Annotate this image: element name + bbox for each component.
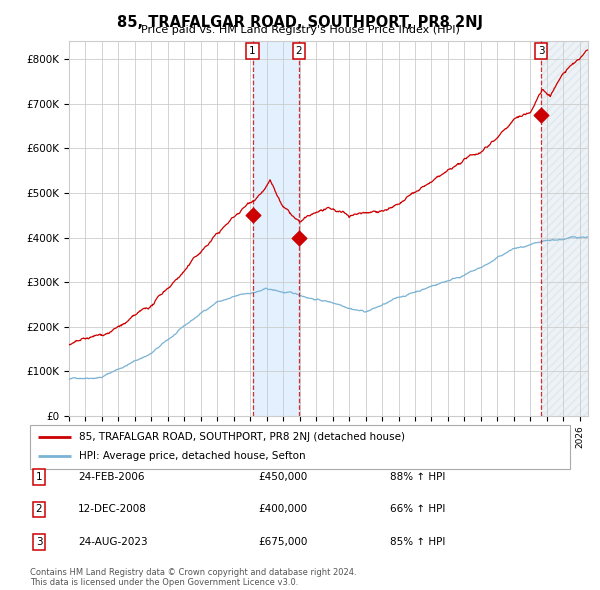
Text: 12-DEC-2008: 12-DEC-2008 — [78, 504, 147, 514]
Text: 3: 3 — [538, 45, 544, 55]
Text: 85, TRAFALGAR ROAD, SOUTHPORT, PR8 2NJ (detached house): 85, TRAFALGAR ROAD, SOUTHPORT, PR8 2NJ (… — [79, 432, 404, 442]
Text: £400,000: £400,000 — [258, 504, 307, 514]
Text: Price paid vs. HM Land Registry's House Price Index (HPI): Price paid vs. HM Land Registry's House … — [140, 25, 460, 35]
Bar — [253, 41, 299, 416]
Text: HPI: Average price, detached house, Sefton: HPI: Average price, detached house, Seft… — [79, 451, 305, 461]
Text: £675,000: £675,000 — [258, 537, 307, 547]
Text: 2: 2 — [35, 504, 43, 514]
Text: 24-AUG-2023: 24-AUG-2023 — [78, 537, 148, 547]
Bar — [541, 41, 588, 416]
Text: 2: 2 — [296, 45, 302, 55]
Text: 66% ↑ HPI: 66% ↑ HPI — [390, 504, 445, 514]
Text: £450,000: £450,000 — [258, 472, 307, 482]
Text: 1: 1 — [35, 472, 43, 482]
FancyBboxPatch shape — [30, 425, 570, 469]
Text: 24-FEB-2006: 24-FEB-2006 — [78, 472, 145, 482]
Text: Contains HM Land Registry data © Crown copyright and database right 2024.
This d: Contains HM Land Registry data © Crown c… — [30, 568, 356, 587]
Point — [248, 211, 257, 220]
Text: 85% ↑ HPI: 85% ↑ HPI — [390, 537, 445, 547]
Point — [294, 233, 304, 242]
Text: 1: 1 — [249, 45, 256, 55]
Text: 85, TRAFALGAR ROAD, SOUTHPORT, PR8 2NJ: 85, TRAFALGAR ROAD, SOUTHPORT, PR8 2NJ — [117, 15, 483, 30]
Text: 3: 3 — [35, 537, 43, 547]
Text: 88% ↑ HPI: 88% ↑ HPI — [390, 472, 445, 482]
Point — [536, 110, 546, 120]
